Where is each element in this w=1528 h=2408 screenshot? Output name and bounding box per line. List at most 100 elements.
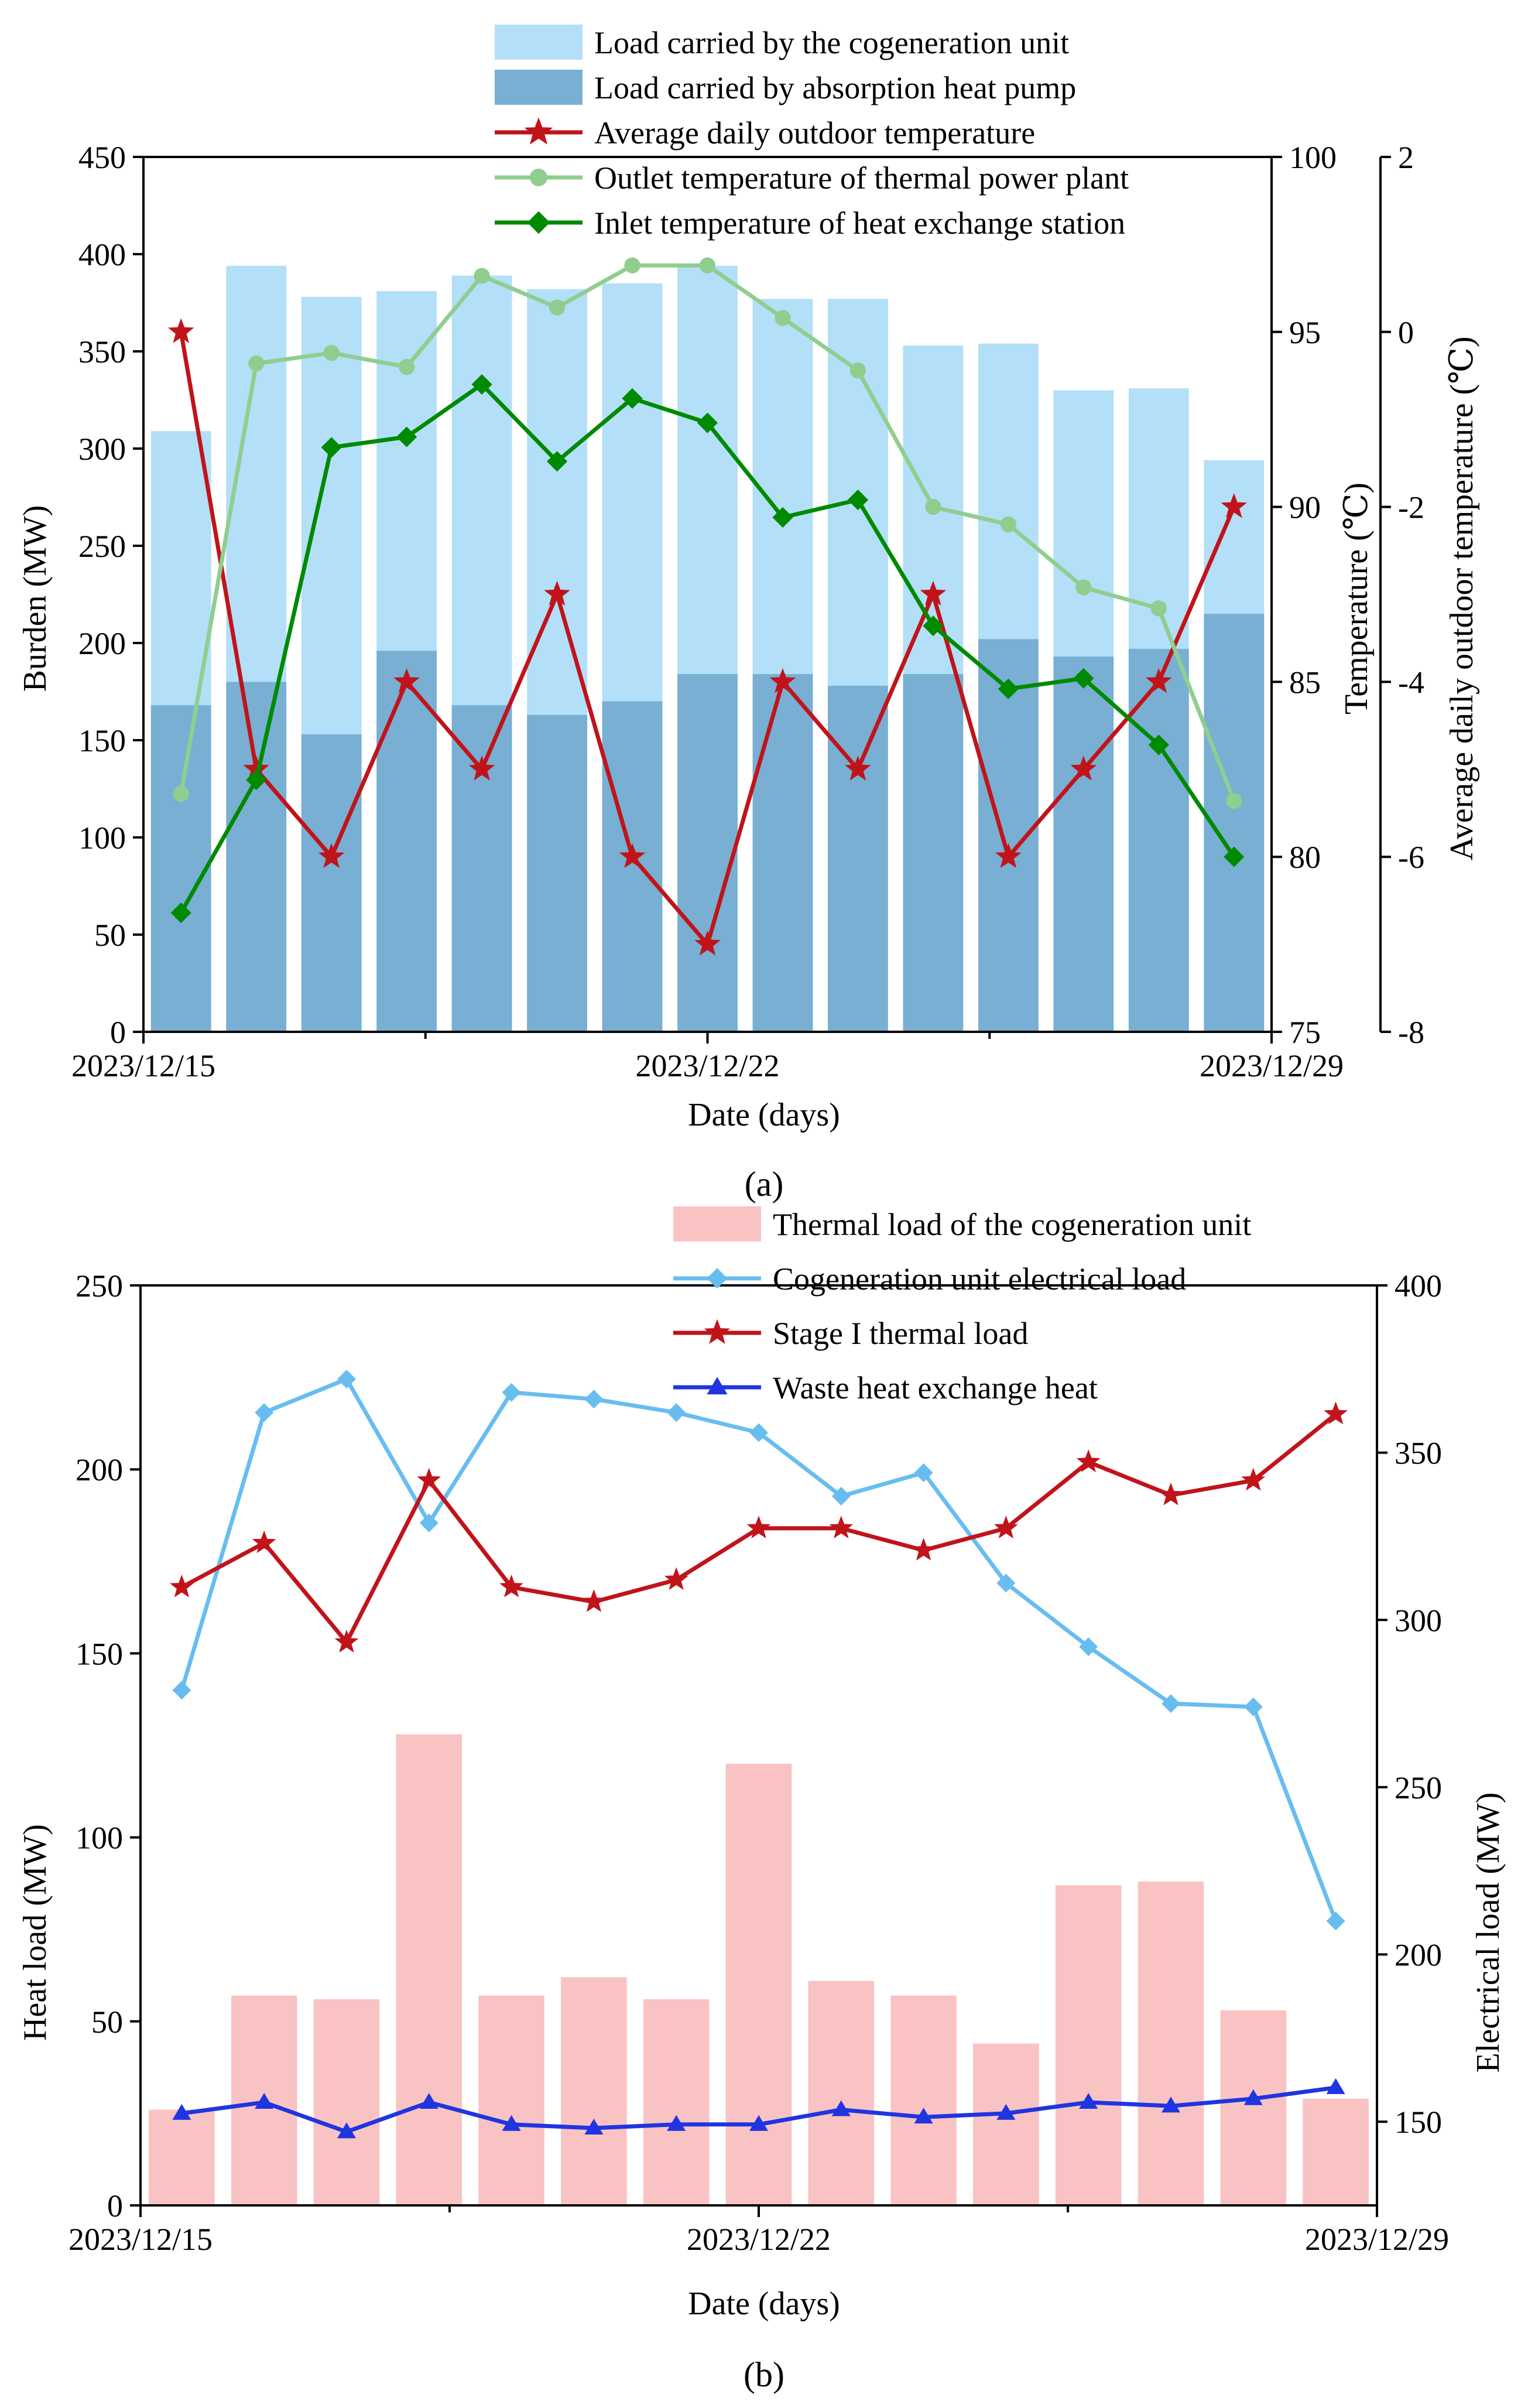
b-y2tick-label-4: 350: [1395, 1436, 1442, 1471]
a-bar-s1-7: [677, 674, 738, 1032]
a-point-s2-5: [546, 451, 568, 472]
a-point-s1-3: [398, 358, 415, 375]
a-point-s2-11: [998, 678, 1019, 699]
b-y2tick-label-1: 200: [1395, 1938, 1442, 1973]
a-point-s2-1: [246, 769, 267, 791]
a-point-s2-3: [396, 426, 417, 447]
a-bar-s1-14: [1204, 614, 1265, 1032]
b-point-s2-1: [255, 2093, 274, 2109]
b-y2tick-label-3: 300: [1395, 1603, 1442, 1638]
b-point-s1-12: [1159, 1482, 1183, 1506]
panel-b-bars: [149, 1734, 1369, 2205]
b-legend-label-0: Thermal load of the cogeneration unit: [773, 1207, 1251, 1242]
a-point-s1-12: [1075, 579, 1092, 596]
a-y2tick-label-5: 100: [1289, 140, 1337, 175]
a-legend-label-4: Inlet temperature of heat exchange stati…: [594, 206, 1125, 241]
b-bar-s0-9: [890, 1995, 957, 2205]
a-legend-label-1: Load carried by absorption heat pump: [594, 70, 1076, 105]
a-point-s1-2: [323, 345, 340, 361]
b-point-s2-2: [337, 2122, 356, 2139]
a-bar-s1-12: [1053, 656, 1114, 1032]
b-point-s1-8: [829, 1516, 854, 1539]
a-legend-label-0: Load carried by the cogeneration unit: [594, 25, 1069, 60]
a-bar-s1-1: [226, 682, 287, 1032]
b-point-s2-10: [996, 2103, 1016, 2120]
b-point-s0-4: [502, 1383, 521, 1402]
b-point-s2-5: [584, 2119, 604, 2135]
a-y3tick-label-1: -6: [1398, 840, 1424, 875]
a-legend-marker-4: [527, 211, 550, 234]
a-point-s0-10: [920, 580, 947, 606]
b-ytick-label-4: 200: [76, 1452, 123, 1487]
b-point-s1-11: [1076, 1449, 1101, 1472]
b-point-s1-10: [994, 1516, 1018, 1539]
a-point-s2-4: [471, 374, 492, 395]
a-y2tick-label-1: 80: [1289, 840, 1321, 875]
a-point-s2-0: [170, 902, 191, 923]
a-ytick-label-6: 300: [78, 432, 126, 467]
a-bar-s1-3: [376, 651, 437, 1032]
b-point-s1-3: [417, 1468, 441, 1491]
b-point-s1-6: [664, 1567, 688, 1590]
a-ytick-label-4: 200: [78, 626, 126, 661]
b-point-s2-9: [914, 2108, 933, 2124]
b-point-s0-2: [337, 1369, 356, 1388]
b-point-s2-4: [502, 2115, 521, 2131]
a-legend-marker-2: [524, 117, 553, 145]
a-bar-s1-10: [903, 674, 964, 1032]
b-bar-s0-0: [149, 2109, 215, 2205]
b-bar-s0-4: [478, 1995, 544, 2205]
b-point-s2-8: [831, 2100, 851, 2116]
a-y3tick-label-4: 0: [1398, 315, 1414, 350]
a-point-s1-11: [1000, 516, 1017, 533]
a-bar-s1-4: [451, 705, 512, 1032]
a-point-s2-2: [321, 437, 342, 458]
a-point-s0-12: [1070, 755, 1097, 781]
a-y2tick-label-3: 90: [1289, 490, 1321, 525]
b-point-s0-9: [914, 1463, 933, 1482]
a-point-s1-14: [1226, 792, 1242, 809]
a-bar-s1-13: [1128, 649, 1189, 1032]
b-legend-marker-1: [707, 1268, 728, 1289]
a-y3tick-label-0: -8: [1398, 1015, 1424, 1050]
b-legend-swatch-0: [673, 1206, 761, 1241]
b-point-s1-9: [912, 1537, 936, 1561]
a-bar-s1-8: [752, 674, 813, 1032]
a-y3tick-label-3: -2: [1398, 490, 1424, 525]
a-ytick-label-3: 150: [78, 723, 126, 758]
b-legend-label-1: Cogeneration unit electrical load: [773, 1261, 1186, 1297]
panel-a-y2label: Temperature (℃): [1338, 483, 1375, 714]
a-point-s1-6: [624, 257, 640, 273]
a-y2tick-label-0: 75: [1289, 1015, 1321, 1050]
b-point-s0-6: [667, 1403, 686, 1422]
a-bar-s1-9: [828, 686, 888, 1032]
a-xtick-label-1: 2023/12/22: [635, 1048, 779, 1083]
a-ytick-label-5: 250: [78, 529, 126, 564]
panel-b-lines: [170, 1369, 1348, 2139]
a-ytick-label-9: 450: [78, 140, 126, 175]
a-point-s0-4: [468, 755, 495, 781]
a-point-s0-3: [393, 668, 420, 693]
a-point-s2-7: [697, 412, 718, 433]
a-point-s0-2: [318, 843, 345, 868]
b-point-s0-8: [831, 1486, 851, 1506]
b-xtick-label-0: 2023/12/15: [68, 2222, 213, 2257]
panel-b-xlabel: Date (days): [688, 2286, 840, 2322]
b-legend-marker-2: [704, 1319, 731, 1344]
b-bar-s0-14: [1303, 2098, 1369, 2205]
b-y2tick-label-5: 400: [1395, 1268, 1442, 1304]
a-point-s1-0: [173, 785, 189, 802]
a-bar-s1-6: [602, 701, 663, 1032]
b-point-s2-3: [419, 2093, 438, 2109]
panel-b-axes: 0 50 100 150 200 250 150 200 250 300 350 400 2023/12…: [68, 1268, 1449, 2257]
b-point-s2-12: [1162, 2096, 1180, 2113]
b-point-s0-3: [419, 1513, 438, 1533]
b-bar-s0-11: [1055, 1885, 1122, 2205]
b-point-s2-13: [1243, 2089, 1263, 2105]
b-bar-s0-10: [973, 2043, 1039, 2205]
a-legend-marker-3: [529, 168, 548, 187]
a-point-s2-8: [772, 507, 793, 528]
b-point-s2-14: [1326, 2078, 1345, 2094]
a-bar-s1-2: [301, 734, 362, 1032]
